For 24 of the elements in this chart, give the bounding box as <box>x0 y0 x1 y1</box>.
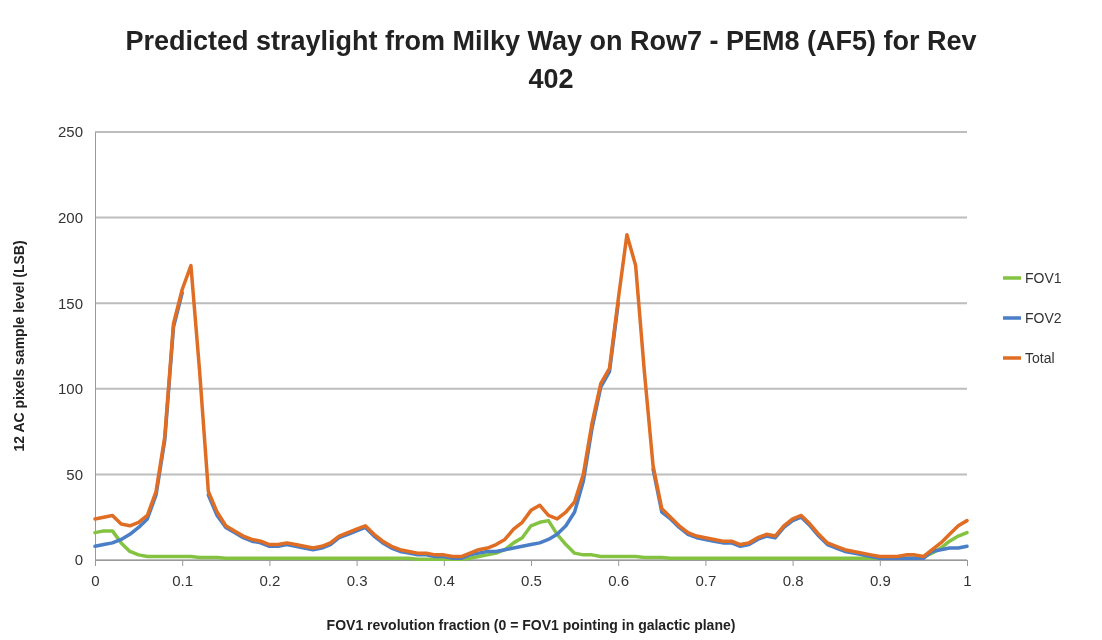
x-tick-label: 0.9 <box>869 571 891 589</box>
x-tick-label: 0.5 <box>521 571 542 589</box>
x-axis-title: FOV1 revolution fraction (0 = FOV1 pointing in galactic plane) <box>326 617 736 633</box>
x-tick-label: 0.3 <box>346 571 368 589</box>
y-tick-label: 100 <box>57 380 83 398</box>
legend-label: Total <box>1025 350 1055 366</box>
y-tick-label: 150 <box>57 294 83 312</box>
x-tick-label: 0.7 <box>695 571 717 589</box>
chart-title: Predicted straylight from Milky Way on Row7 - PEM8 (AF5) for Rev 402 <box>125 26 977 94</box>
legend-label: FOV2 <box>1025 310 1062 326</box>
y-axis-title: 12 AC pixels sample level (LSB) <box>11 240 27 452</box>
y-tick-label: 200 <box>57 208 83 226</box>
y-tick-label: 250 <box>57 123 83 141</box>
legend-label: FOV1 <box>1025 270 1062 286</box>
x-tick-label: 0.2 <box>259 571 281 589</box>
x-tick-label: 1 <box>963 571 972 589</box>
y-tick-label: 0 <box>74 551 83 569</box>
x-tick-label: 0.1 <box>172 571 194 589</box>
x-tick-label: 0 <box>91 571 100 589</box>
x-tick-label: 0.4 <box>433 571 455 589</box>
x-tick-label: 0.8 <box>782 571 804 589</box>
line-series <box>93 232 969 559</box>
y-tick-label: 50 <box>66 465 83 483</box>
x-tick-label: 0.6 <box>608 571 630 589</box>
